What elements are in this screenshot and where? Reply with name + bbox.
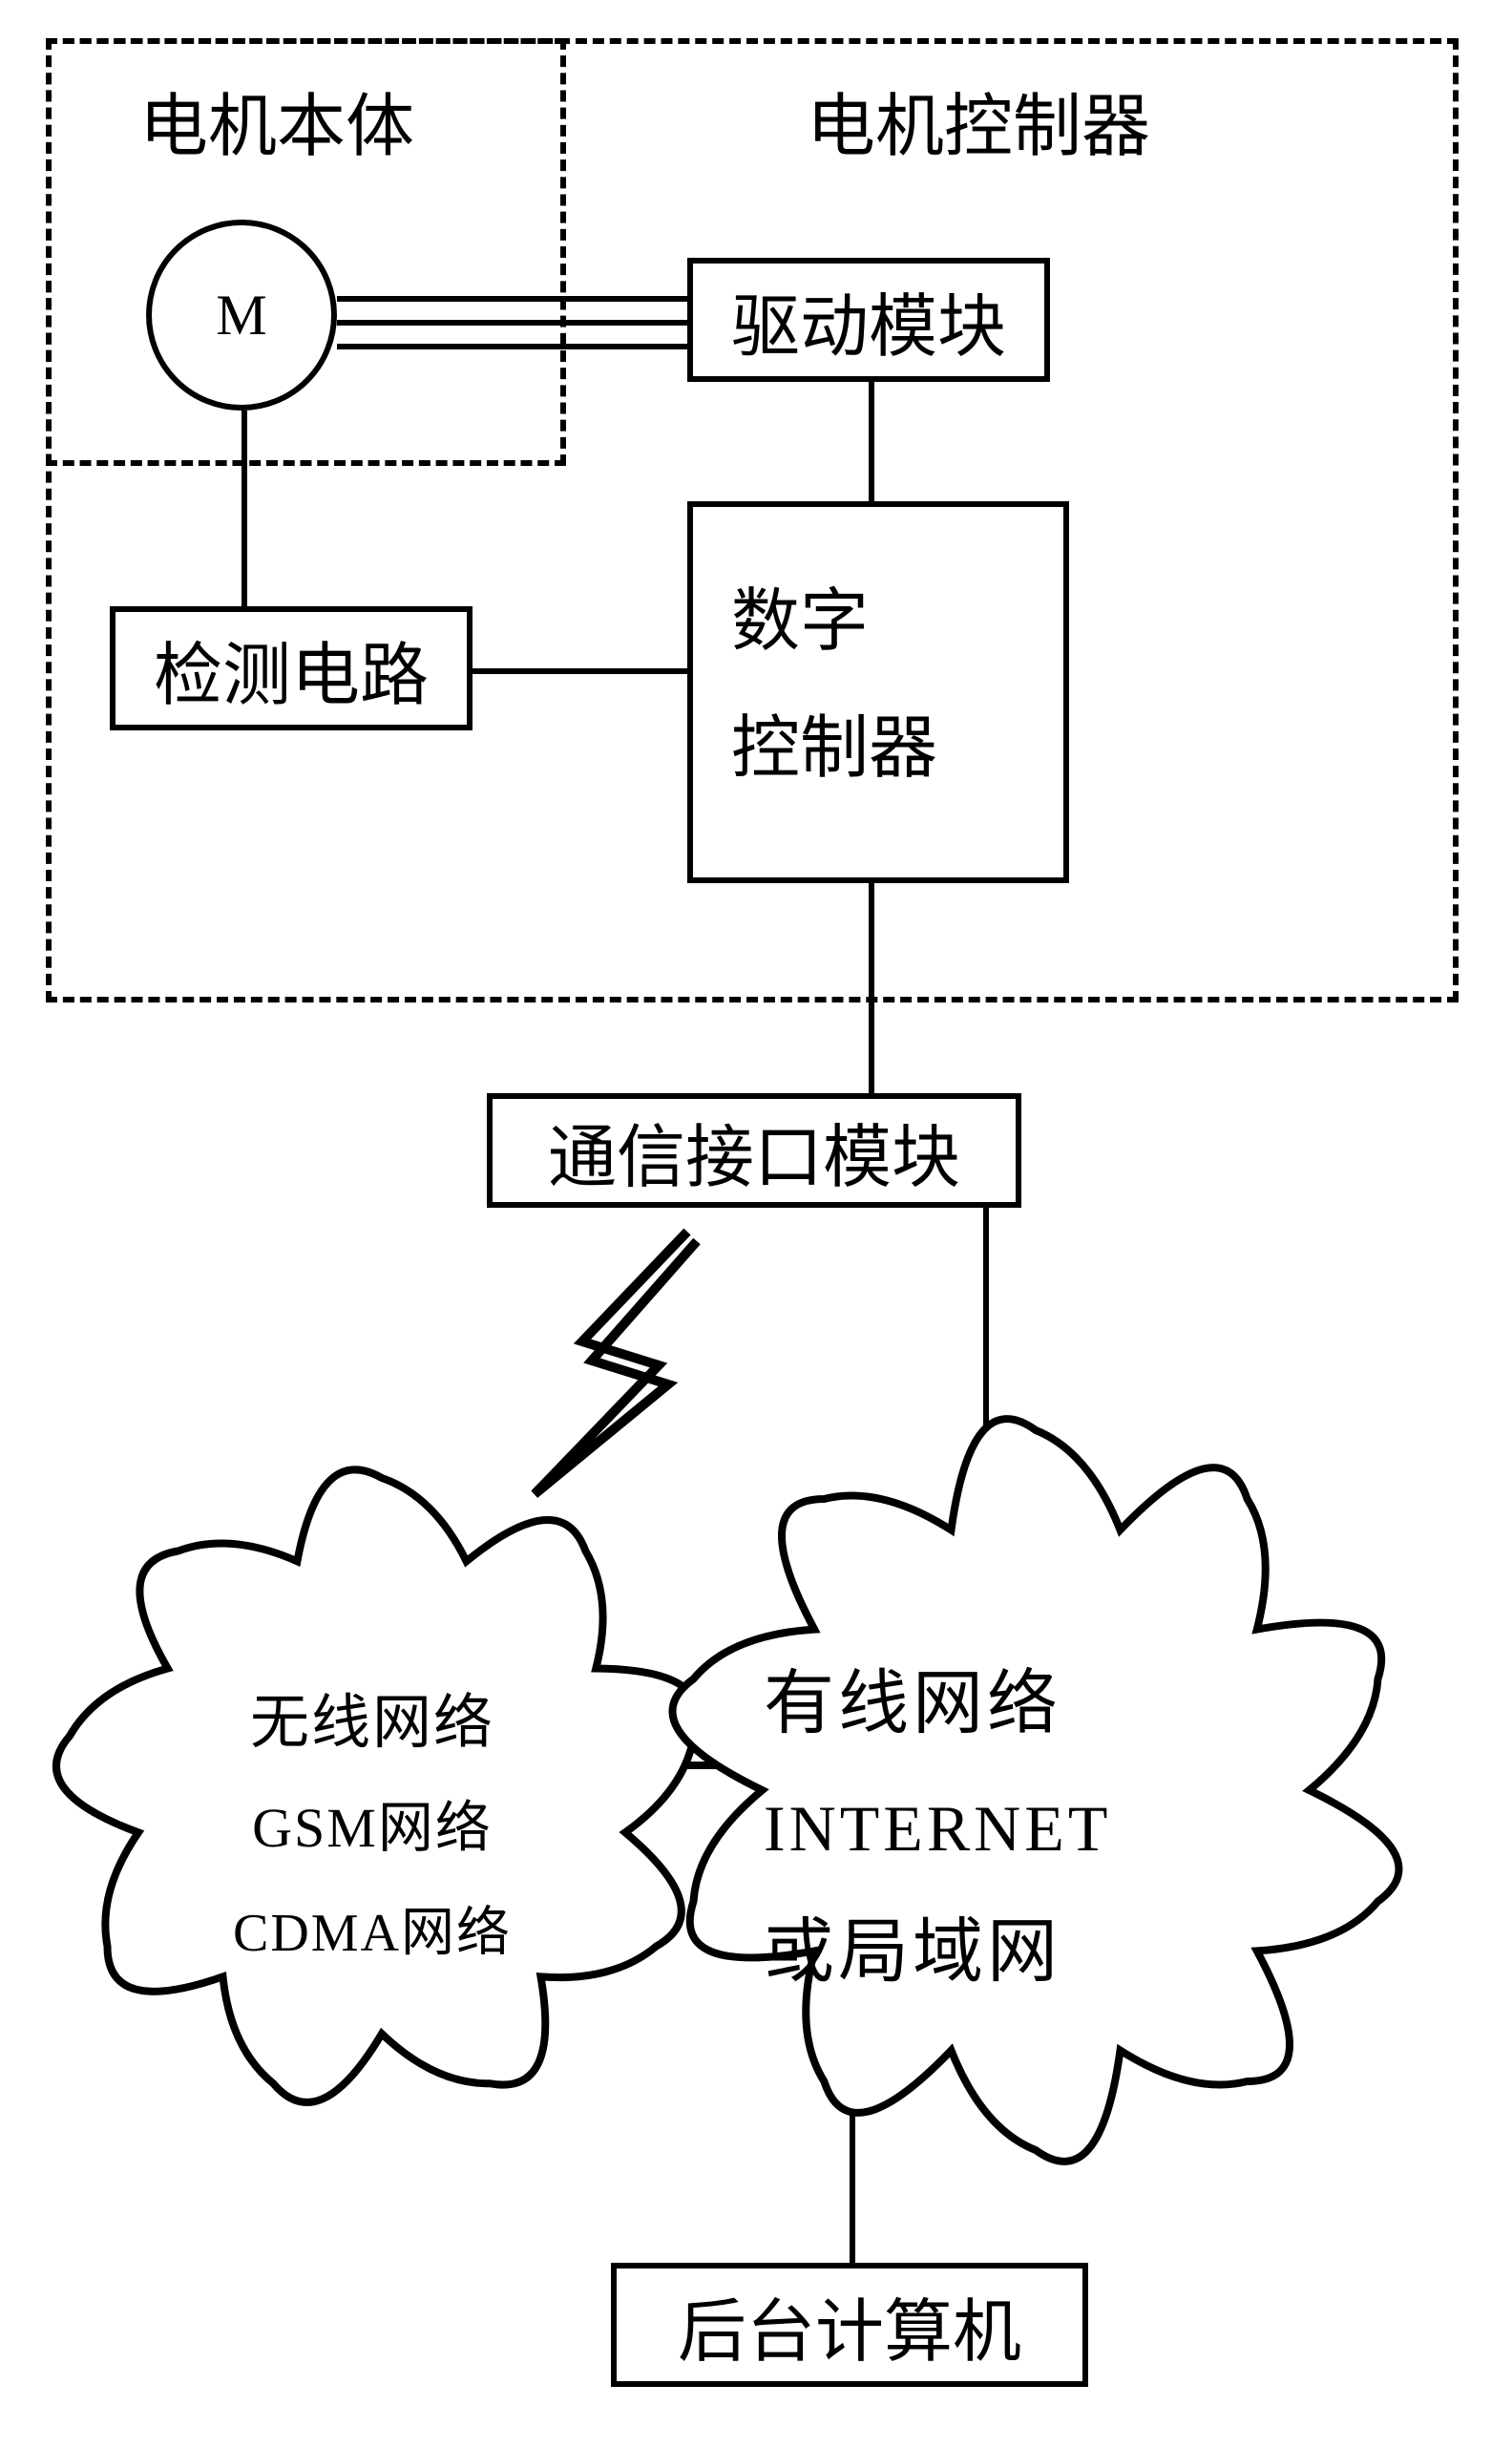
motor-to-detect-line <box>242 411 247 606</box>
detect-circuit-box: 检测电路 <box>110 606 472 730</box>
wired-cloud-text: 有线网络 INTERNET 或局域网 <box>764 1642 1298 2015</box>
wireless-line1: 无线网络 <box>250 1671 494 1776</box>
comm-interface-label: 通信接口模块 <box>548 1101 960 1201</box>
motor-to-drive-line-2 <box>337 320 687 326</box>
wired-line1: 有线网络 <box>764 1642 1061 1766</box>
motor-to-drive-line-1 <box>337 296 687 302</box>
controller-label: 电机控制器 <box>768 76 1188 162</box>
backend-computer-box: 后台计算机 <box>611 2263 1088 2387</box>
motor-body-label: 电机本体 <box>105 76 449 162</box>
detect-to-digital-line <box>472 668 687 674</box>
digital-controller-line2: 控制器 <box>731 691 937 791</box>
comm-interface-box: 通信接口模块 <box>487 1093 1021 1208</box>
digital-to-comm-line <box>869 883 874 1093</box>
wireless-line2: GSM网络 <box>252 1776 493 1881</box>
motor-to-drive-line-3 <box>337 344 687 349</box>
wireless-line3: CDMA网络 <box>233 1881 512 1986</box>
backend-computer-label: 后台计算机 <box>678 2275 1021 2375</box>
motor-circle-text: M <box>216 283 266 348</box>
digital-controller-box: 数字 控制器 <box>687 501 1069 883</box>
wired-line2: INTERNET <box>764 1766 1111 1890</box>
wireless-cloud-text: 无线网络 GSM网络 CDMA网络 <box>191 1671 554 1986</box>
drive-module-box: 驱动模块 <box>687 258 1050 382</box>
digital-controller-line1: 数字 <box>731 564 869 665</box>
wired-line3: 或局域网 <box>764 1890 1061 2015</box>
detect-circuit-label: 检测电路 <box>154 619 429 719</box>
drive-module-label: 驱动模块 <box>731 270 1006 370</box>
drive-to-digital-line <box>869 382 874 501</box>
motor-circle: M <box>146 220 337 411</box>
diagram-canvas: 电机本体 电机控制器 M 驱动模块 检测电路 数字 控制器 通信接口模块 后台计… <box>0 0 1512 2448</box>
